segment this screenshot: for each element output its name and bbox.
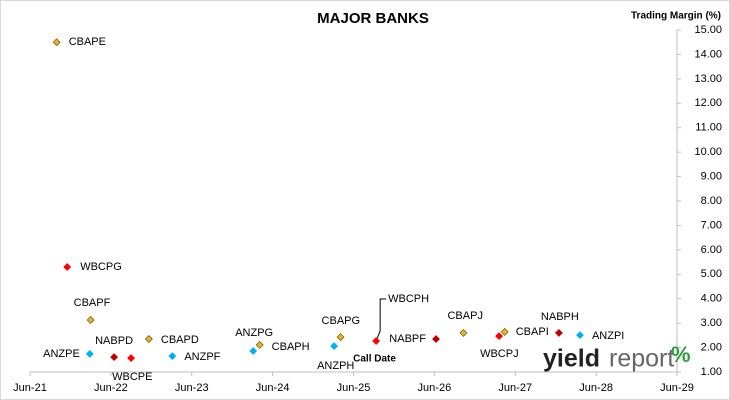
- point-label: WBCPJ: [480, 348, 519, 360]
- point-label: CBAPF: [74, 297, 111, 309]
- chart-title: MAJOR BANKS: [317, 10, 429, 27]
- y-tick-label: 2.00: [701, 341, 722, 353]
- leader-line: [375, 298, 387, 342]
- point: [336, 333, 345, 341]
- point-label: WBCPH: [388, 293, 429, 305]
- point: [500, 328, 509, 336]
- x-tick-label: Jun-24: [256, 382, 290, 394]
- point: [110, 353, 119, 362]
- point: [144, 335, 153, 343]
- point-label: CBAPJ: [447, 310, 482, 322]
- point: [432, 335, 440, 343]
- point-label: NABPD: [95, 335, 133, 347]
- y-tick-label: 7.00: [701, 219, 722, 231]
- point: [372, 337, 381, 345]
- point-label: WBCPG: [80, 261, 122, 273]
- point-label: ANZPI: [592, 330, 624, 342]
- y-tick-label: 8.00: [701, 195, 722, 207]
- point-label: NABPH: [541, 311, 579, 323]
- y-tick-label: 14.00: [694, 48, 722, 60]
- y-tick-label: 10.00: [694, 146, 722, 158]
- x-tick-label: Jun-25: [337, 382, 371, 394]
- point: [249, 347, 258, 355]
- y-tick-label: 6.00: [701, 244, 722, 256]
- point-label: CBAPI: [516, 326, 549, 338]
- point: [576, 331, 584, 340]
- y-tick-label: 15.00: [694, 24, 722, 36]
- y-axis-label: Trading Margin (%): [631, 11, 721, 22]
- y-tick-label: 9.00: [701, 170, 722, 182]
- point-label: CBAPE: [69, 36, 106, 48]
- point-label: NABPF: [389, 333, 426, 345]
- point: [127, 354, 136, 363]
- point: [554, 328, 563, 337]
- y-tick-label: 4.00: [701, 293, 722, 305]
- point-label: CBAPD: [161, 334, 199, 346]
- point-label: ANZPH: [317, 360, 354, 372]
- x-tick-label: Jun-27: [498, 382, 532, 394]
- point-label: ANZPE: [43, 348, 80, 360]
- logo-report: report: [609, 345, 674, 373]
- y-tick-label: 1.00: [701, 366, 722, 378]
- y-tick-label: 12.00: [694, 97, 722, 109]
- point: [255, 340, 264, 349]
- logo-percent: %: [671, 342, 691, 367]
- y-tick-label: 5.00: [701, 268, 722, 280]
- y-tick-label: 11.00: [695, 122, 722, 134]
- y-tick-label: 3.00: [701, 317, 722, 329]
- point: [63, 263, 72, 271]
- y-tick-label: 13.00: [694, 73, 722, 85]
- point: [459, 328, 468, 337]
- x-tick-label: Jun-23: [175, 382, 209, 394]
- point-label: CBAPH: [272, 341, 310, 353]
- point: [168, 352, 177, 361]
- point-label: WBCPE: [112, 371, 152, 383]
- point: [330, 342, 339, 351]
- x-tick-label: Jun-21: [13, 382, 47, 394]
- point: [52, 38, 61, 47]
- x-tick-label: Jun-28: [579, 382, 613, 394]
- annotation: Call Date: [353, 354, 396, 365]
- x-tick-label: Jun-26: [418, 382, 452, 394]
- x-tick-label: Jun-29: [660, 382, 694, 394]
- point: [86, 316, 95, 324]
- point: [495, 332, 503, 341]
- logo-yield: yield: [543, 345, 600, 373]
- point-label: CBAPG: [322, 315, 361, 327]
- point-label: ANZPG: [235, 327, 273, 339]
- x-tick-label: Jun-22: [94, 382, 128, 394]
- point-label: ANZPF: [184, 351, 220, 363]
- logo: yield report %: [543, 342, 691, 373]
- point: [85, 349, 94, 358]
